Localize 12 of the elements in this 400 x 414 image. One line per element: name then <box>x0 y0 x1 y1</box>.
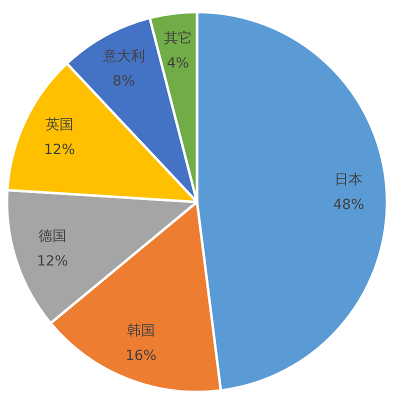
data-label: 48% <box>333 196 364 213</box>
slice-label: 其它 <box>164 30 192 47</box>
slice-label: 韩国 <box>127 322 156 339</box>
slice-label: 德国 <box>38 228 66 244</box>
data-label: 12% <box>36 253 68 270</box>
data-label: 16% <box>125 348 157 364</box>
slice-label: 日本 <box>334 172 363 188</box>
slice-label: 英国 <box>45 116 74 133</box>
data-label: 12% <box>44 142 76 158</box>
data-label: 4% <box>166 56 190 72</box>
data-label: 8% <box>112 73 135 90</box>
slice-label: 意大利 <box>102 48 145 64</box>
